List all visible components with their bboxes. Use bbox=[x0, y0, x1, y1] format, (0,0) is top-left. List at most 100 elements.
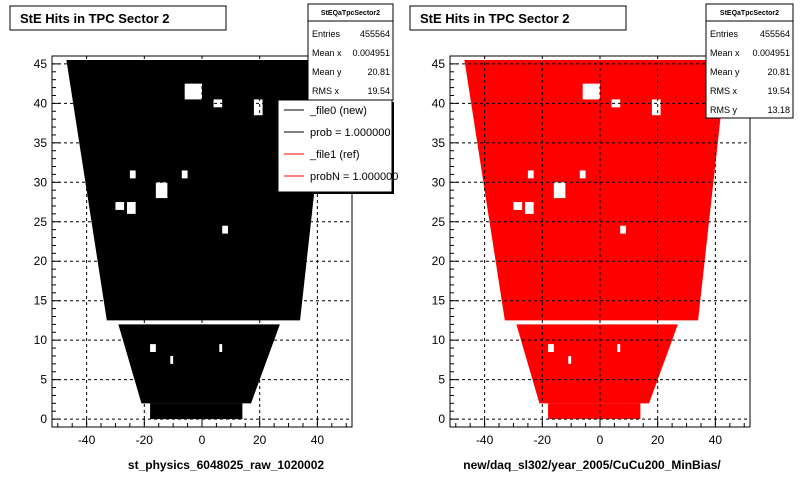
stats-value: 19.54 bbox=[767, 86, 790, 96]
dead-channel-10 bbox=[548, 344, 554, 353]
y-tick-label: 5 bbox=[438, 373, 445, 387]
x-tick-label: 40 bbox=[311, 433, 325, 447]
y-tick-label: 15 bbox=[34, 294, 48, 308]
dead-channel-12 bbox=[170, 355, 174, 364]
y-tick-label: 40 bbox=[34, 96, 48, 110]
stats-label: Mean x bbox=[312, 48, 342, 58]
stats-value: 0.004951 bbox=[752, 48, 790, 58]
stats-value: 19.54 bbox=[367, 86, 390, 96]
y-tick-label: 15 bbox=[432, 294, 446, 308]
x-tick-label: -40 bbox=[78, 433, 96, 447]
y-tick-label: 25 bbox=[432, 215, 446, 229]
dead-channel-9 bbox=[620, 225, 626, 234]
y-tick-label: 5 bbox=[40, 373, 47, 387]
dead-channel-11 bbox=[219, 344, 223, 353]
hit-region-bottom bbox=[548, 403, 641, 420]
dead-channel-3 bbox=[651, 99, 661, 116]
x-tick-label: -20 bbox=[534, 433, 552, 447]
x-tick-label: 40 bbox=[709, 433, 723, 447]
dead-channel-8 bbox=[127, 202, 136, 214]
hit-region-lower bbox=[118, 324, 280, 404]
x-tick-label: 0 bbox=[597, 433, 604, 447]
stats-box: StEQaTpcSector2 Entries 455564 Mean x 0.0049… bbox=[307, 3, 394, 101]
stats-label: RMS x bbox=[312, 86, 340, 96]
stats-label: Mean y bbox=[312, 67, 342, 77]
dead-channel-5 bbox=[553, 182, 566, 199]
dead-channel-4 bbox=[527, 170, 534, 179]
x-tick-label: -40 bbox=[476, 433, 494, 447]
x-axis-label: new/daq_sl302/year_2005/CuCu200_MinBias/ bbox=[463, 458, 721, 472]
stats-value: 0.004951 bbox=[352, 48, 390, 58]
dead-channel-10 bbox=[150, 344, 156, 353]
y-tick-label: 0 bbox=[40, 412, 47, 426]
stats-value: 455564 bbox=[360, 29, 390, 39]
stats-box: StEQaTpcSector2 Entries 455564 Mean x 0.0049… bbox=[705, 3, 794, 119]
stats-label: Mean x bbox=[710, 48, 740, 58]
dead-channel-12 bbox=[568, 355, 572, 364]
hit-region-upper bbox=[66, 59, 329, 321]
data-fill bbox=[66, 59, 329, 420]
legend: _file0 (new) prob = 1.000000 _file1 (ref) p… bbox=[277, 99, 398, 194]
chart-title: StE Hits in TPC Sector 2 bbox=[20, 11, 170, 26]
dead-channel-7 bbox=[513, 202, 523, 210]
y-tick-label: 45 bbox=[34, 57, 48, 71]
dead-channel-9 bbox=[222, 225, 228, 234]
stats-name: StEQaTpcSector2 bbox=[720, 10, 779, 17]
data-fill bbox=[464, 59, 727, 420]
stats-label: Entries bbox=[710, 29, 739, 39]
dead-channel-1 bbox=[582, 83, 600, 100]
y-tick-label: 0 bbox=[438, 412, 445, 426]
axis-ticks: -40 -20 0 20 40 0 5 10 15 20 25 30 35 40 45 bbox=[34, 57, 347, 447]
chart-title: StE Hits in TPC Sector 2 bbox=[420, 11, 570, 26]
legend-label: probN = 1.000000 bbox=[310, 171, 398, 183]
y-tick-label: 35 bbox=[34, 136, 48, 150]
stats-value: 13.18 bbox=[767, 105, 790, 115]
dead-channel-6 bbox=[579, 170, 586, 179]
chart-panel-2: -40 -20 0 20 40 0 5 10 15 20 25 30 35 40 45 new/daq_sl3… bbox=[409, 3, 794, 472]
dead-channel-2 bbox=[213, 99, 223, 108]
y-tick-label: 35 bbox=[432, 136, 446, 150]
title-box bbox=[9, 5, 227, 31]
stats-value: 455564 bbox=[760, 29, 790, 39]
y-tick-label: 45 bbox=[432, 57, 446, 71]
y-tick-label: 10 bbox=[432, 333, 446, 347]
stats-label: RMS x bbox=[710, 86, 738, 96]
x-tick-label: 0 bbox=[199, 433, 206, 447]
legend-label: prob = 1.000000 bbox=[310, 127, 390, 139]
stats-label: RMS y bbox=[710, 105, 738, 115]
x-tick-label: -20 bbox=[136, 433, 154, 447]
x-tick-label: 20 bbox=[651, 433, 665, 447]
stats-label: Mean y bbox=[710, 67, 740, 77]
stats-name: StEQaTpcSector2 bbox=[321, 10, 380, 17]
hit-region-lower bbox=[516, 324, 678, 404]
dead-channel-6 bbox=[181, 170, 188, 179]
dead-channel-5 bbox=[155, 182, 168, 199]
title-box bbox=[409, 5, 627, 31]
stats-value: 20.81 bbox=[767, 67, 790, 77]
dead-channel-2 bbox=[611, 99, 621, 108]
y-tick-label: 40 bbox=[432, 96, 446, 110]
y-tick-label: 30 bbox=[34, 175, 48, 189]
hit-region-bottom bbox=[150, 403, 243, 420]
grid bbox=[450, 56, 750, 427]
dead-channel-11 bbox=[617, 344, 621, 353]
y-tick-label: 20 bbox=[34, 254, 48, 268]
stats-value: 20.81 bbox=[367, 67, 390, 77]
dead-channel-1 bbox=[184, 83, 202, 100]
axis-ticks: -40 -20 0 20 40 0 5 10 15 20 25 30 35 40 45 bbox=[432, 57, 745, 447]
legend-label: _file1 (ref) bbox=[309, 149, 360, 161]
y-tick-label: 25 bbox=[34, 215, 48, 229]
dead-channel-4 bbox=[129, 170, 136, 179]
dead-channel-8 bbox=[525, 202, 534, 214]
stats-label: Entries bbox=[312, 29, 341, 39]
legend-label: _file0 (new) bbox=[309, 105, 367, 117]
dead-channel-7 bbox=[115, 202, 125, 210]
x-tick-label: 20 bbox=[253, 433, 267, 447]
y-tick-label: 10 bbox=[34, 333, 48, 347]
x-axis-label: st_physics_6048025_raw_1020002 bbox=[128, 458, 324, 472]
y-tick-label: 20 bbox=[432, 254, 446, 268]
legend-frame bbox=[277, 99, 393, 193]
chart-panel-1: -40 -20 0 20 40 0 5 10 15 20 25 30 35 40 45 st_physics_… bbox=[9, 3, 398, 472]
stats-frame bbox=[705, 3, 794, 119]
